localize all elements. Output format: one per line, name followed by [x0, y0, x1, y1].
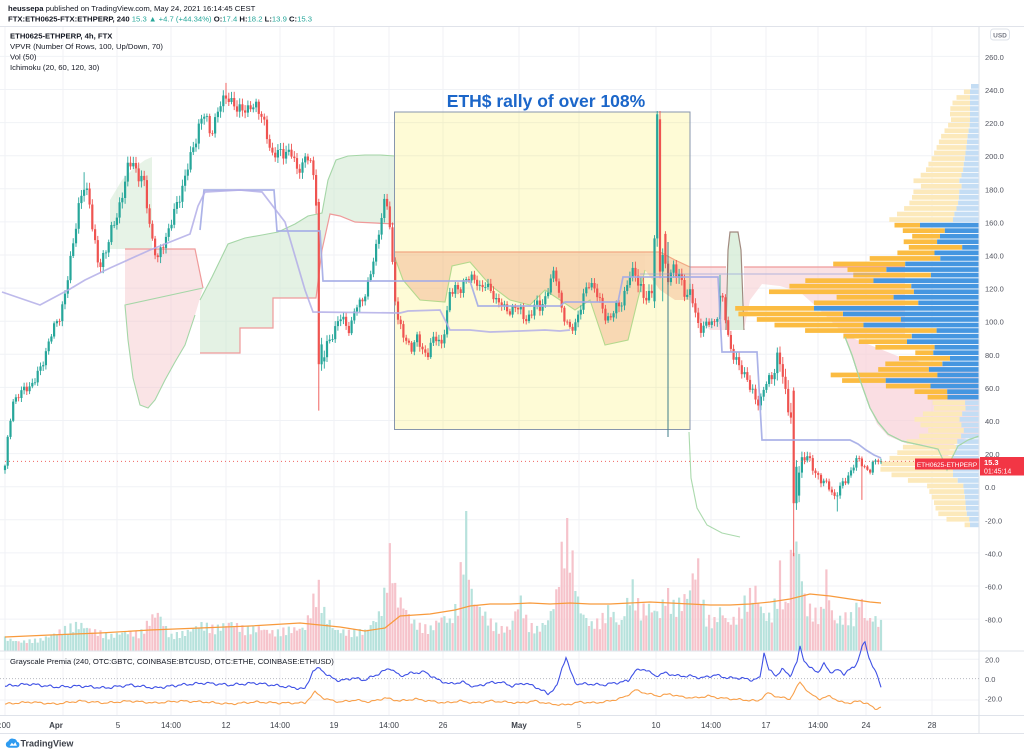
svg-text:USD: USD: [993, 33, 1007, 40]
svg-text:14:00: 14:00: [161, 721, 182, 730]
svg-text:160.0: 160.0: [985, 218, 1004, 227]
svg-text:28: 28: [928, 721, 937, 730]
svg-text:20.0: 20.0: [985, 450, 1000, 459]
svg-text:200.0: 200.0: [985, 152, 1004, 161]
svg-text:80.0: 80.0: [985, 351, 1000, 360]
svg-text:14:00: 14:00: [379, 721, 400, 730]
svg-text:15.3: 15.3: [984, 458, 999, 467]
svg-text:140.0: 140.0: [985, 252, 1004, 261]
svg-text:5: 5: [577, 721, 582, 730]
svg-text:TradingView: TradingView: [21, 739, 75, 749]
svg-text:14:00: 14:00: [701, 721, 722, 730]
svg-text:-20.0: -20.0: [985, 516, 1002, 525]
svg-text:19: 19: [330, 721, 339, 730]
svg-text:-60.0: -60.0: [985, 583, 1002, 592]
svg-text:60.0: 60.0: [985, 384, 1000, 393]
svg-text:120.0: 120.0: [985, 285, 1004, 294]
svg-text:ETH$ rally of over 108%: ETH$ rally of over 108%: [447, 91, 646, 111]
svg-text:-20.0: -20.0: [985, 695, 1002, 704]
svg-text:ETH0625-ETHPERP: ETH0625-ETHPERP: [917, 462, 977, 469]
svg-text:May: May: [511, 721, 527, 730]
svg-text:20.0: 20.0: [985, 656, 1000, 665]
svg-text:VPVR (Number Of Rows, 100, Up/: VPVR (Number Of Rows, 100, Up/Down, 70): [10, 42, 163, 51]
svg-text:10: 10: [652, 721, 661, 730]
svg-text:240.0: 240.0: [985, 86, 1004, 95]
svg-text:14:00: 14:00: [808, 721, 829, 730]
svg-text:5: 5: [116, 721, 121, 730]
svg-text:40.0: 40.0: [985, 417, 1000, 426]
svg-text:-40.0: -40.0: [985, 549, 1002, 558]
svg-text:260.0: 260.0: [985, 53, 1004, 62]
svg-text:220.0: 220.0: [985, 119, 1004, 128]
svg-text:24: 24: [862, 721, 871, 730]
svg-text:12: 12: [222, 721, 231, 730]
svg-text:ETH0625-ETHPERP, 4h, FTX: ETH0625-ETHPERP, 4h, FTX: [10, 32, 113, 41]
svg-text:14:00: 14:00: [270, 721, 291, 730]
svg-text:26: 26: [439, 721, 448, 730]
svg-text:Apr: Apr: [49, 721, 63, 730]
svg-text:180.0: 180.0: [985, 185, 1004, 194]
svg-text:0.0: 0.0: [985, 483, 995, 492]
svg-text:Ichimoku (20, 60, 120, 30): Ichimoku (20, 60, 120, 30): [10, 63, 100, 72]
svg-text:0.0: 0.0: [985, 675, 995, 684]
svg-text:17: 17: [762, 721, 771, 730]
svg-text::00: :00: [0, 721, 11, 730]
svg-text:-80.0: -80.0: [985, 616, 1002, 625]
svg-text:Vol (50): Vol (50): [10, 53, 37, 62]
svg-text:heussepa published on TradingV: heussepa published on TradingView.com, M…: [8, 4, 256, 13]
svg-text:FTX:ETH0625-FTX:ETHPERP, 240 1: FTX:ETH0625-FTX:ETHPERP, 240 15.3 ▲ +4.7…: [8, 15, 312, 24]
svg-text:01:45:14: 01:45:14: [984, 469, 1011, 476]
svg-text:Grayscale Premia (240, OTC:GBT: Grayscale Premia (240, OTC:GBTC, COINBAS…: [10, 657, 334, 666]
svg-text:100.0: 100.0: [985, 318, 1004, 327]
